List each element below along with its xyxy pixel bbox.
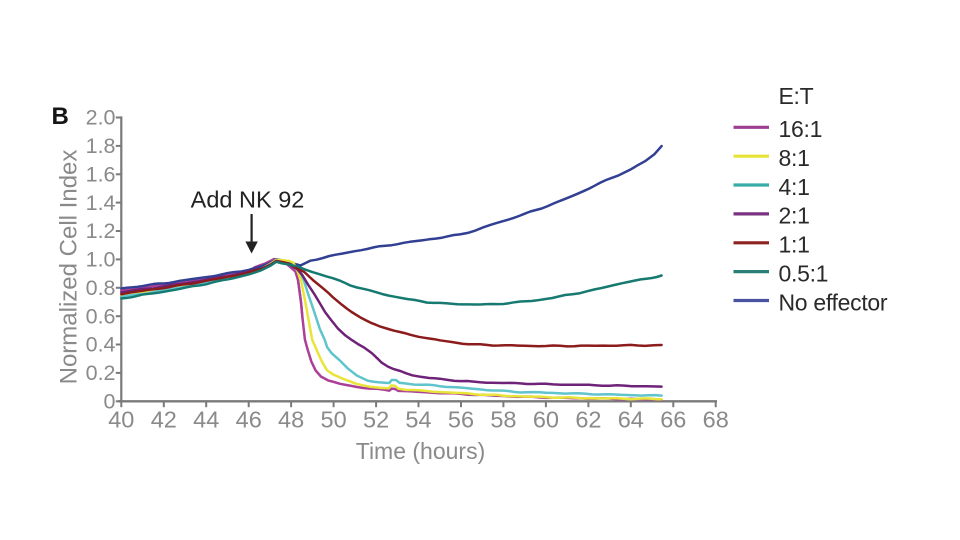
svg-text:54: 54 (405, 407, 431, 433)
svg-text:1.4: 1.4 (86, 191, 116, 215)
svg-text:1.8: 1.8 (86, 134, 116, 158)
svg-text:48: 48 (278, 407, 304, 433)
svg-text:60: 60 (533, 407, 559, 433)
svg-text:Time (hours): Time (hours) (356, 438, 486, 464)
svg-text:Add NK 92: Add NK 92 (191, 187, 305, 213)
svg-text:0.6: 0.6 (86, 304, 116, 328)
svg-text:64: 64 (618, 407, 644, 433)
svg-text:16:1: 16:1 (779, 116, 823, 142)
svg-text:62: 62 (575, 407, 601, 433)
svg-text:58: 58 (490, 407, 516, 433)
svg-text:E:T: E:T (779, 83, 814, 109)
svg-text:8:1: 8:1 (779, 145, 810, 171)
svg-text:50: 50 (321, 407, 347, 433)
svg-text:1.0: 1.0 (86, 248, 116, 272)
svg-text:44: 44 (193, 407, 219, 433)
svg-text:2.0: 2.0 (86, 106, 116, 130)
svg-text:46: 46 (236, 407, 262, 433)
svg-text:2:1: 2:1 (779, 203, 810, 229)
svg-text:1.2: 1.2 (86, 219, 116, 243)
svg-text:4:1: 4:1 (779, 174, 810, 200)
svg-text:56: 56 (448, 407, 474, 433)
svg-text:0.4: 0.4 (86, 333, 116, 357)
svg-text:68: 68 (703, 407, 729, 433)
svg-text:Normalized Cell Index: Normalized Cell Index (56, 150, 83, 385)
svg-text:No effector: No effector (779, 289, 888, 315)
svg-text:40: 40 (108, 407, 134, 433)
svg-text:42: 42 (151, 407, 177, 433)
svg-text:66: 66 (660, 407, 686, 433)
svg-text:0.5:1: 0.5:1 (779, 260, 829, 286)
svg-text:0: 0 (104, 390, 116, 414)
svg-text:1:1: 1:1 (779, 232, 810, 258)
svg-text:0.8: 0.8 (86, 276, 116, 300)
svg-text:B: B (52, 103, 69, 130)
svg-text:1.6: 1.6 (86, 163, 116, 187)
svg-text:52: 52 (363, 407, 389, 433)
svg-text:0.2: 0.2 (86, 361, 116, 385)
